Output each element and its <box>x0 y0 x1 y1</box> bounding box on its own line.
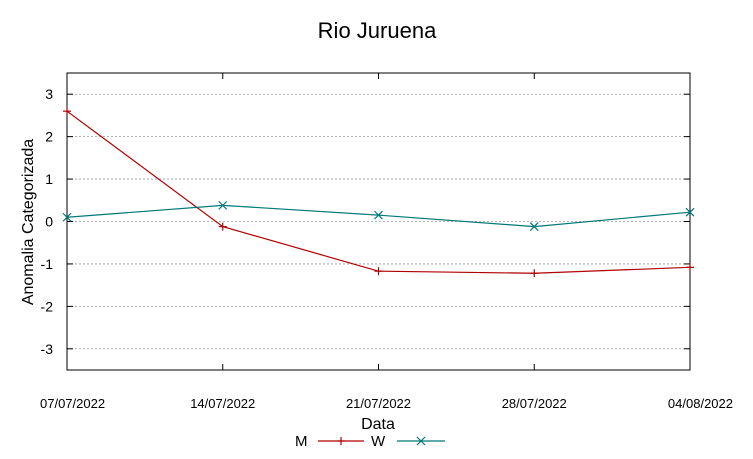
data-point-W <box>529 222 539 232</box>
data-point-M <box>218 222 227 231</box>
y-tick-label: -1 <box>41 256 54 272</box>
y-tick-label: 3 <box>45 86 53 102</box>
x-tick-label: 21/07/2022 <box>346 396 411 411</box>
legend-marker-M <box>337 437 345 445</box>
y-tick-label: -3 <box>41 341 54 357</box>
x-tick-label: 07/07/2022 <box>40 396 105 411</box>
data-point-M <box>686 263 694 272</box>
series-layer <box>62 107 695 278</box>
legend-label-W: W <box>371 433 386 450</box>
data-point-W <box>218 200 228 210</box>
y-tick-label: 2 <box>45 129 53 145</box>
y-tick-label: 1 <box>45 171 53 187</box>
legend-marker-W <box>416 436 426 446</box>
x-tick-label: 14/07/2022 <box>190 396 255 411</box>
x-tick-label: 04/08/2022 <box>668 396 733 411</box>
data-point-W <box>685 207 695 217</box>
x-axis-ticks: 07/07/2022 14/07/2022 21/07/2022 28/07/2022… <box>40 73 733 411</box>
series-line-W <box>66 204 691 228</box>
x-tick-label: 28/07/2022 <box>502 396 567 411</box>
y-tick-label: 0 <box>45 214 53 230</box>
series-line-M <box>66 110 691 274</box>
y-axis-ticks: 3 2 1 0 -1 -2 -3 <box>41 86 690 357</box>
y-tick-label: -2 <box>41 298 54 314</box>
data-point-W <box>62 212 72 222</box>
grid <box>67 93 690 350</box>
legend-label-M: M <box>295 433 308 450</box>
x-axis-label: Data <box>361 416 395 433</box>
chart-title: Rio Juruena <box>318 18 437 43</box>
data-point-W <box>374 210 383 220</box>
data-point-M <box>63 107 71 116</box>
y-axis-label: Anomalia Categorizada <box>20 139 37 305</box>
data-point-M <box>374 267 383 276</box>
data-point-M <box>530 269 539 278</box>
